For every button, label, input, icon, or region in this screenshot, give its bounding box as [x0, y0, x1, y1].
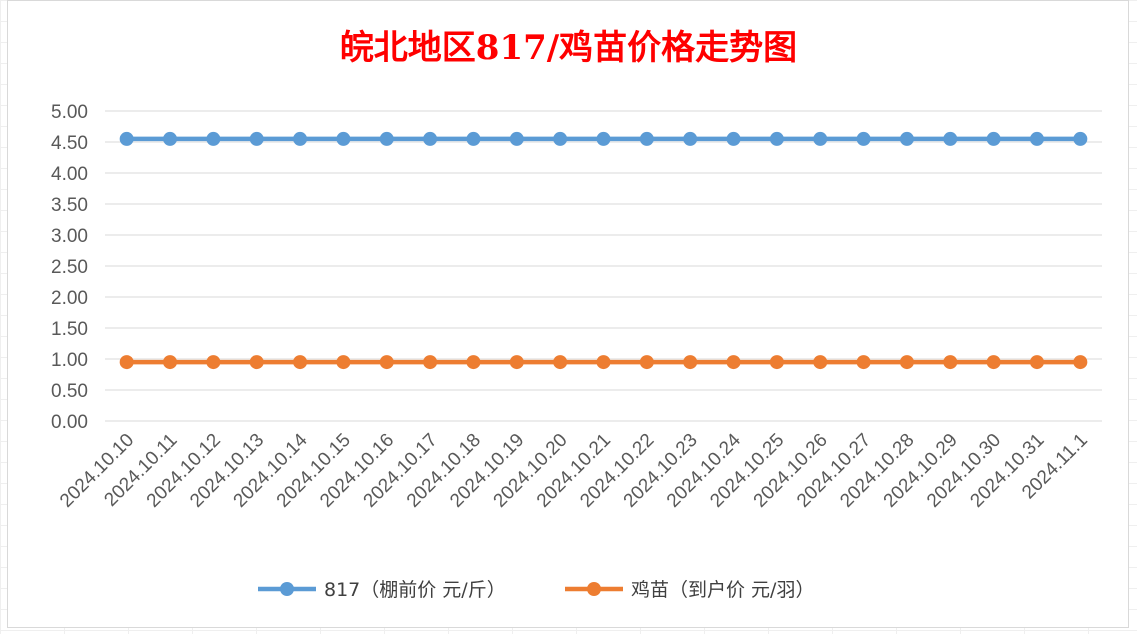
data-point	[379, 355, 394, 370]
data-point	[163, 131, 178, 146]
chart-area[interactable]	[7, 0, 1129, 628]
y-tick-label: 0.00	[51, 412, 88, 433]
data-point	[899, 355, 914, 370]
data-point	[1029, 131, 1044, 146]
data-point	[726, 355, 741, 370]
data-point	[553, 131, 568, 146]
data-point	[856, 131, 871, 146]
y-tick-label: 3.00	[51, 226, 88, 247]
data-point	[466, 355, 481, 370]
data-point	[293, 355, 308, 370]
legend: 817（棚前价 元/斤） 鸡苗（到户价 元/羽）	[258, 579, 814, 601]
data-point	[856, 355, 871, 370]
data-point	[466, 131, 481, 146]
data-point	[813, 355, 828, 370]
legend-point-marker	[587, 582, 601, 596]
y-tick-label: 1.50	[51, 319, 88, 340]
data-point	[899, 131, 914, 146]
data-point	[336, 355, 351, 370]
data-point	[249, 131, 264, 146]
y-tick-label: 1.00	[51, 350, 88, 371]
y-tick-label: 0.50	[51, 381, 88, 402]
chart-title: 皖北地区817/鸡苗价格走势图	[339, 28, 798, 68]
data-point	[119, 131, 134, 146]
data-point	[509, 355, 524, 370]
data-point	[986, 355, 1001, 370]
data-point	[509, 131, 524, 146]
data-point	[163, 355, 178, 370]
legend-entry-label: 鸡苗（到户价 元/羽）	[631, 579, 814, 601]
y-tick-label: 3.50	[51, 195, 88, 216]
y-tick-label: 5.00	[51, 102, 88, 123]
data-point	[769, 131, 784, 146]
legend-entry-label: 817（棚前价 元/斤）	[324, 579, 506, 601]
data-point	[206, 131, 221, 146]
data-point	[943, 355, 958, 370]
data-point	[1029, 355, 1044, 370]
data-point	[423, 355, 438, 370]
data-point	[379, 131, 394, 146]
data-point	[336, 131, 351, 146]
y-tick-label: 4.50	[51, 133, 88, 154]
y-tick-label: 2.50	[51, 257, 88, 278]
legend-point-marker	[280, 582, 294, 596]
gridlines	[105, 110, 1102, 422]
data-point	[596, 131, 611, 146]
data-point	[639, 131, 654, 146]
data-point	[249, 355, 264, 370]
data-point	[769, 355, 784, 370]
data-point	[596, 355, 611, 370]
data-point	[813, 131, 828, 146]
data-point	[119, 355, 134, 370]
data-point	[683, 131, 698, 146]
data-point	[1073, 355, 1088, 370]
data-point	[943, 131, 958, 146]
y-axis-tick-labels: 0.00 0.50 1.00 1.50 2.00 2.50 3.00 3.50 4.00 4.50…	[51, 102, 88, 433]
data-point	[683, 355, 698, 370]
data-point	[1073, 131, 1088, 146]
y-tick-label: 4.00	[51, 164, 88, 185]
data-point	[639, 355, 654, 370]
series-layer	[119, 131, 1088, 370]
y-tick-label: 2.00	[51, 288, 88, 309]
data-point	[986, 131, 1001, 146]
data-point	[553, 355, 568, 370]
data-point	[206, 355, 221, 370]
data-point	[423, 131, 438, 146]
data-point	[726, 131, 741, 146]
data-point	[293, 131, 308, 146]
x-axis-tick-labels: 2024.10.102024.10.112024.10.122024.10.13…	[56, 429, 1092, 511]
